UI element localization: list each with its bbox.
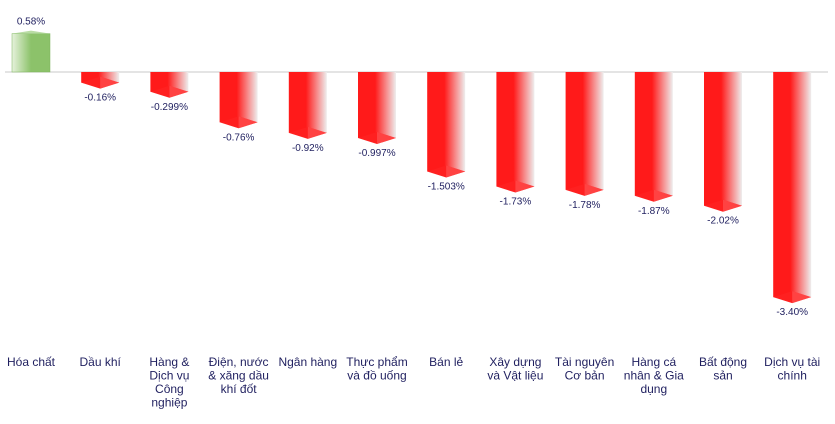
category-label-2: Dầu khí <box>80 355 122 369</box>
data-label-3: -0.299% <box>151 102 188 113</box>
category-label-4: Điện, nước & xăng dầu khí đốt <box>208 355 269 396</box>
bar-4 <box>219 72 258 129</box>
bar-11 <box>704 72 742 212</box>
data-label-8: -1.73% <box>500 197 532 208</box>
category-label-3: Hàng & Dịch vụ Công nghiệp <box>149 355 189 410</box>
bar-12 <box>773 72 812 304</box>
data-label-1: 0.58% <box>17 17 45 28</box>
category-labels-group: Hóa chất Dầu khí Hàng & Dịch vụ Công nghiệp Đi… <box>7 355 820 410</box>
category-label-8: Xây dựng và Vật liệu <box>487 355 543 383</box>
data-label-12: -3.40% <box>776 307 808 318</box>
bar-5 <box>288 72 327 139</box>
bar-2 <box>81 72 120 89</box>
category-label-5: Ngân hàng <box>278 355 337 369</box>
bars-group <box>11 30 812 304</box>
data-label-4: -0.76% <box>223 132 255 143</box>
bar-8 <box>496 72 535 193</box>
bar-10 <box>634 72 673 202</box>
category-label-10: Hàng cá nhân & Gia dụng <box>624 355 684 396</box>
category-label-7: Bán lẻ <box>429 355 463 369</box>
data-label-10: -1.87% <box>638 206 670 217</box>
value-labels-group: 0.58% -0.16% -0.299% -0.76% -0.92% -0.997% -1.… <box>17 17 808 318</box>
bar-6 <box>358 72 396 145</box>
data-label-2: -0.16% <box>84 93 116 104</box>
category-label-11: Bất động sản <box>699 355 747 383</box>
category-label-12: Dịch vụ tài chính <box>764 355 820 383</box>
category-label-1: Hóa chất <box>7 355 56 369</box>
category-label-6: Thực phẩm và đồ uống <box>346 355 407 383</box>
bar-9 <box>565 72 604 196</box>
data-label-5: -0.92% <box>292 143 324 154</box>
bar-3 <box>150 72 189 98</box>
bar-1 <box>11 30 51 73</box>
data-label-9: -1.78% <box>569 200 601 211</box>
data-label-11: -2.02% <box>707 216 739 227</box>
data-label-7: -1.503% <box>428 181 465 192</box>
data-label-6: -0.997% <box>358 148 395 159</box>
category-label-9: Tài nguyên Cơ bản <box>555 355 614 383</box>
bar-7 <box>427 72 466 178</box>
